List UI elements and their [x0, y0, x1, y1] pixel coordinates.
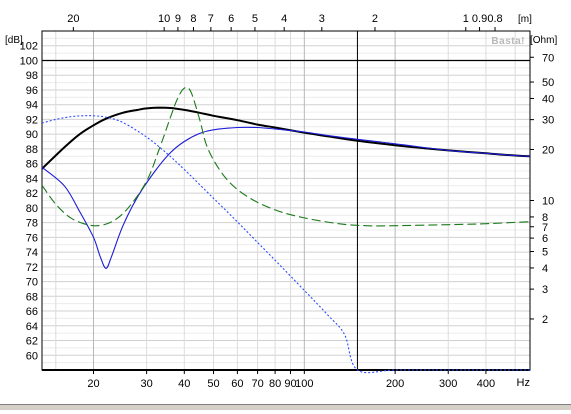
- top-tick-label: 10: [158, 13, 170, 25]
- series-line-1: [41, 106, 531, 170]
- y-right-tick-label: 6: [542, 233, 548, 245]
- right-unit-label: [Ohm]: [530, 35, 557, 46]
- top-tick-label: 8: [190, 13, 196, 25]
- y-left-tick-label: 80: [26, 203, 38, 215]
- y-left-tick-label: 78: [26, 218, 38, 230]
- x-tick-label: 200: [386, 378, 404, 390]
- y-left-tick-label: 98: [26, 70, 38, 82]
- y-right-tick-label: 2: [542, 314, 548, 326]
- x-tick-label: 100: [295, 378, 313, 390]
- y-left-tick-label: 88: [26, 144, 38, 156]
- top-tick-label: 1: [463, 13, 469, 25]
- left-unit-label: [dB]: [5, 35, 23, 46]
- series: [41, 86, 531, 374]
- y-right-tick-label: 20: [542, 144, 554, 156]
- grid: [42, 30, 530, 371]
- y-right-tick-label: 4: [542, 263, 548, 275]
- y-right-tick-label: 10: [542, 196, 554, 208]
- x-tick-label: 80: [269, 378, 281, 390]
- series-line-3: [41, 115, 530, 374]
- x-tick-label: 20: [87, 378, 99, 390]
- top-tick-label: 5: [252, 13, 258, 25]
- y-left-tick-label: 72: [26, 262, 38, 274]
- y-left-tick-label: 82: [26, 188, 38, 200]
- y-left-tick-label: 100: [20, 55, 38, 67]
- y-left-tick-label: 84: [26, 173, 38, 185]
- series-line-2: [41, 126, 531, 269]
- x-tick-label: 90: [284, 378, 296, 390]
- top-tick-label: 6: [228, 13, 234, 25]
- y-left-tick-label: 102: [20, 41, 38, 53]
- top-tick-label: 7: [208, 13, 214, 25]
- tick-labels: 6062646668707274767880828486889092949698…: [20, 13, 555, 390]
- y-right-tick-label: 30: [542, 115, 554, 127]
- y-right-tick-label: 3: [542, 284, 548, 296]
- y-left-tick-label: 74: [26, 247, 38, 259]
- x-tick-label: 60: [231, 378, 243, 390]
- x-tick-label: 40: [178, 378, 190, 390]
- y-right-tick-label: 5: [542, 247, 548, 259]
- y-left-tick-label: 60: [26, 350, 38, 362]
- y-left-tick-label: 68: [26, 291, 38, 303]
- x-tick-label: 300: [439, 378, 457, 390]
- y-left-tick-label: 62: [26, 336, 38, 348]
- x-tick-label: 70: [251, 378, 263, 390]
- y-right-tick-label: 50: [542, 77, 554, 89]
- x-tick-label: 30: [140, 378, 152, 390]
- x-axis-label: Hz: [517, 377, 530, 389]
- y-left-tick-label: 94: [26, 100, 38, 112]
- y-left-tick-label: 66: [26, 306, 38, 318]
- y-left-tick-label: 64: [26, 321, 38, 333]
- top-tick-label: 0.9: [472, 13, 487, 25]
- top-unit-label: [m]: [518, 14, 532, 25]
- y-left-tick-label: 70: [26, 277, 38, 289]
- y-right-tick-label: 8: [542, 212, 548, 224]
- top-tick-label: 3: [319, 13, 325, 25]
- y-left-tick-label: 96: [26, 85, 38, 97]
- y-right-tick-label: 70: [542, 52, 554, 64]
- y-left-tick-label: 86: [26, 159, 38, 171]
- top-tick-label: 4: [281, 13, 287, 25]
- top-tick-label: 2: [372, 13, 378, 25]
- y-right-tick-label: 40: [542, 93, 554, 105]
- y-left-tick-label: 76: [26, 232, 38, 244]
- y-right-tick-label: 7: [542, 222, 548, 234]
- x-tick-label: 50: [207, 378, 219, 390]
- top-tick-label: 0.8: [487, 13, 502, 25]
- top-tick-label: 20: [67, 13, 79, 25]
- watermark: Basta!: [491, 36, 525, 47]
- series-line-4: [41, 86, 531, 227]
- y-left-tick-label: 92: [26, 114, 38, 126]
- y-left-tick-label: 90: [26, 129, 38, 141]
- status-bar: [0, 404, 571, 410]
- x-tick-label: 400: [477, 378, 495, 390]
- top-tick-label: 9: [175, 13, 181, 25]
